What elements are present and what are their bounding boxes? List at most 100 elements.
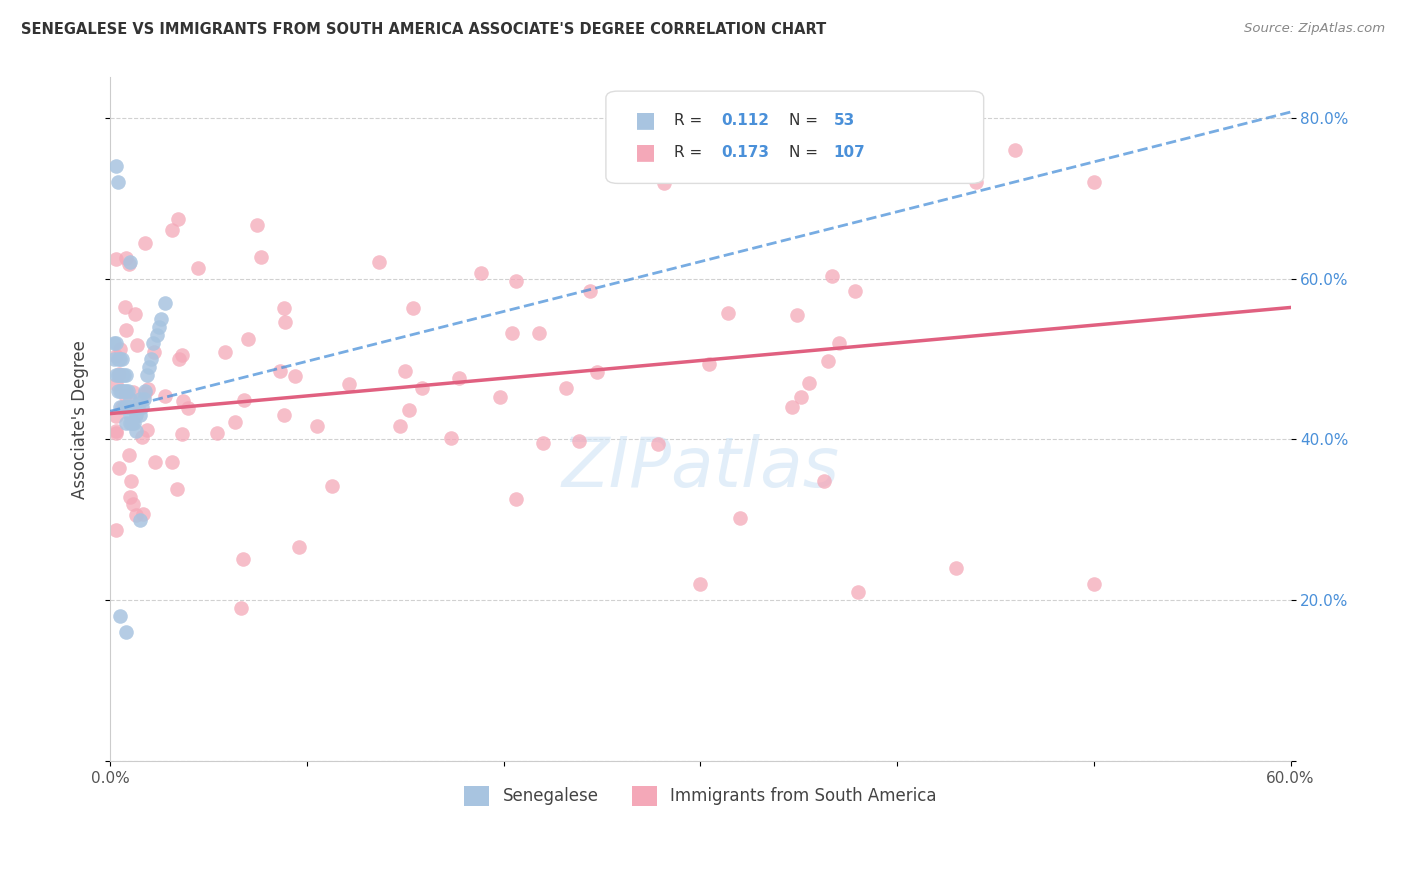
Point <box>114 384 136 398</box>
Point <box>925 159 948 173</box>
Point <box>103 351 125 366</box>
Point <box>122 497 145 511</box>
Point <box>132 392 155 406</box>
Point <box>307 419 329 434</box>
Point <box>114 417 136 431</box>
Point <box>134 386 156 401</box>
Point <box>135 423 157 437</box>
Point <box>231 600 253 615</box>
Point <box>813 474 835 488</box>
Point <box>111 384 134 398</box>
Point <box>104 425 127 440</box>
Point <box>288 540 311 554</box>
Point <box>107 351 129 366</box>
Point <box>654 176 676 190</box>
Point <box>170 348 193 362</box>
Point <box>111 351 134 366</box>
Point <box>104 159 127 173</box>
Point <box>797 376 820 391</box>
Text: 0.173: 0.173 <box>721 145 769 161</box>
Point <box>214 344 236 359</box>
Point <box>134 235 156 250</box>
Point <box>274 315 297 329</box>
Point <box>1083 175 1105 189</box>
Point <box>489 390 512 404</box>
Text: R =: R = <box>675 145 707 161</box>
Point <box>780 401 803 415</box>
Point <box>104 335 127 350</box>
Point <box>108 351 131 366</box>
Point <box>138 359 160 374</box>
Point <box>689 143 711 157</box>
Point <box>817 354 839 368</box>
Point <box>107 368 129 382</box>
Point <box>143 455 166 469</box>
Point <box>131 400 153 414</box>
Point <box>108 368 131 382</box>
Text: ■: ■ <box>636 111 657 130</box>
Point <box>136 382 159 396</box>
Point <box>104 409 127 423</box>
Point <box>108 400 131 414</box>
Point <box>505 274 527 288</box>
Point <box>579 284 602 298</box>
Point <box>846 585 869 599</box>
Point <box>166 211 188 226</box>
Point <box>945 561 967 575</box>
Point <box>233 392 256 407</box>
Point <box>186 261 208 276</box>
Point <box>470 266 492 280</box>
Point <box>104 349 127 363</box>
Point <box>127 400 149 414</box>
Point <box>827 111 849 125</box>
Point <box>104 377 127 392</box>
Point <box>118 255 141 269</box>
Point <box>122 400 145 414</box>
Point <box>321 479 343 493</box>
Point <box>107 175 129 189</box>
Point <box>568 434 591 448</box>
Point <box>155 388 177 402</box>
Point <box>447 371 470 385</box>
Point <box>1004 143 1026 157</box>
Point <box>389 419 412 434</box>
Point <box>273 301 295 315</box>
Point <box>647 436 669 450</box>
Point <box>108 368 131 382</box>
Point <box>110 342 132 356</box>
Point <box>337 377 360 392</box>
Point <box>170 426 193 441</box>
Point <box>697 357 720 371</box>
Point <box>177 401 200 415</box>
Point <box>136 368 159 382</box>
Point <box>1083 577 1105 591</box>
Point <box>153 295 176 310</box>
Point <box>120 474 142 488</box>
Point <box>118 409 141 423</box>
Point <box>828 335 851 350</box>
Point <box>166 482 188 496</box>
Point <box>787 127 810 141</box>
Point <box>167 351 190 366</box>
Point <box>114 400 136 414</box>
Point <box>112 384 135 398</box>
Point <box>128 409 150 423</box>
Point <box>172 394 194 409</box>
Text: ■: ■ <box>636 143 657 162</box>
Point <box>531 435 554 450</box>
Point <box>440 431 463 445</box>
Point <box>124 307 146 321</box>
Point <box>630 127 652 141</box>
Text: R =: R = <box>675 113 707 128</box>
Point <box>114 625 136 640</box>
Point <box>160 454 183 468</box>
Point <box>821 268 844 283</box>
Point <box>121 400 143 414</box>
Point <box>104 523 127 537</box>
Point <box>501 326 523 340</box>
Point <box>368 255 391 269</box>
Point <box>554 382 576 396</box>
Point <box>224 415 246 429</box>
Point <box>394 364 416 378</box>
Point <box>205 425 228 440</box>
